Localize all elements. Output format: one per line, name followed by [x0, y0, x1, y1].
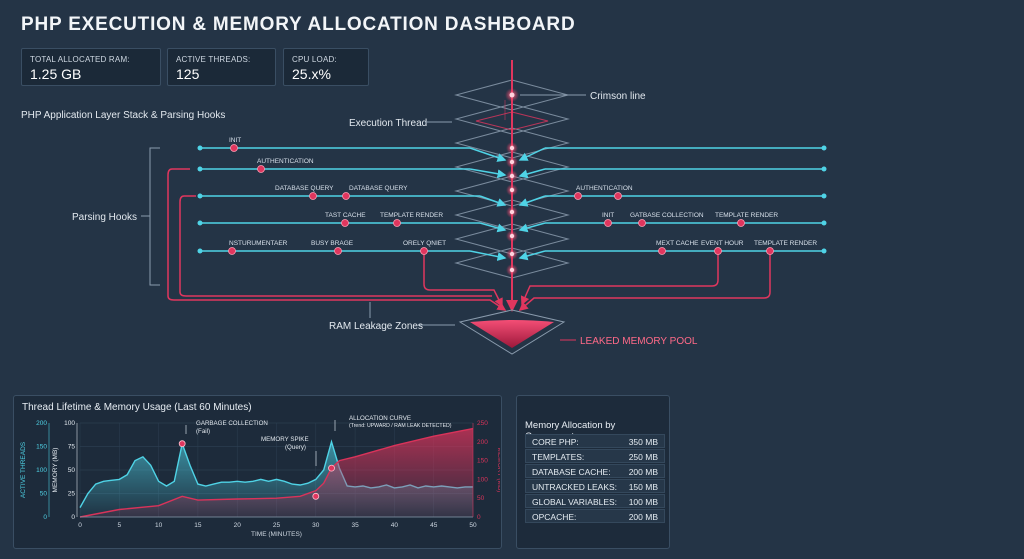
y-tick-label: 50 — [477, 495, 485, 502]
y-tick-label: 100 — [477, 476, 488, 483]
y-tick-label: 150 — [36, 444, 47, 451]
x-tick-label: 15 — [194, 522, 202, 529]
ram-leakage-label: RAM Leakage Zones — [329, 321, 423, 332]
y-tick-label: 250 — [477, 420, 488, 427]
memory-row-value: 350 MB — [628, 437, 658, 447]
x-tick-label: 10 — [155, 522, 163, 529]
stat-label: CPU LOAD: — [292, 55, 337, 64]
hook-label: GATBASE COLLECTION — [630, 212, 704, 219]
hook-label: ORELY QNIET — [403, 240, 446, 247]
thread-nodes — [505, 88, 519, 276]
annotation-sub: (Query) — [285, 444, 306, 451]
stat-value: 1.25 GB — [30, 66, 82, 82]
hook-label: AUTHENTICATION — [257, 158, 314, 165]
annotation-point — [312, 492, 320, 500]
hook-label: TEMPLATE RENDER — [715, 212, 778, 219]
x-tick-label: 50 — [469, 522, 477, 529]
x-axis-label: TIME (MINUTES) — [251, 531, 302, 538]
memory-row-label: TEMPLATES: — [532, 452, 585, 462]
hook-label: INIT — [229, 137, 241, 144]
annotation-sub: (Trend: UPWARD / RAM LEAK DETECTED) — [349, 423, 452, 429]
hook-label: TAST CACHE — [325, 212, 366, 219]
annotation-sub: (Fail) — [196, 428, 210, 435]
x-tick-label: 35 — [351, 522, 359, 529]
annotation-label: MEMORY SPIKE — [261, 436, 309, 443]
y-tick-label: 100 — [64, 420, 75, 427]
memory-row: UNTRACKED LEAKS: 150 MB — [525, 479, 665, 493]
memory-row: GLOBAL VARIABLES: 100 MB — [525, 494, 665, 508]
y-tick-label: 200 — [477, 439, 488, 446]
y-axis-label: MEMORY (MB) — [496, 448, 500, 493]
hook-label: NSTURUMENTAER — [229, 240, 288, 247]
x-tick-label: 25 — [273, 522, 281, 529]
parsing-hooks-label: Parsing Hooks — [72, 212, 137, 223]
annotation-label: GARBAGE COLLECTION — [196, 420, 268, 427]
memory-row-label: GLOBAL VARIABLES: — [532, 497, 618, 507]
memory-row: DATABASE CACHE: 200 MB — [525, 464, 665, 478]
annotation-point — [178, 440, 186, 448]
stat-card-total-ram: TOTAL ALLOCATED RAM: 1.25 GB — [21, 48, 161, 86]
y-tick-label: 200 — [36, 420, 47, 427]
memory-row: CORE PHP: 350 MB — [525, 434, 665, 448]
execution-thread-label: Execution Thread — [349, 118, 427, 129]
stat-card-cpu-load: CPU LOAD: 25.x% — [283, 48, 369, 86]
x-tick-label: 30 — [312, 522, 320, 529]
x-tick-label: 40 — [391, 522, 399, 529]
x-tick-label: 45 — [430, 522, 438, 529]
hook-label: DATABASE QUERY — [349, 185, 408, 192]
hook-label: TEMPLATE RENDER — [380, 212, 443, 219]
memory-row: TEMPLATES: 250 MB — [525, 449, 665, 463]
memory-row-label: DATABASE CACHE: — [532, 467, 611, 477]
memory-row-label: OPCACHE: — [532, 512, 577, 522]
y-tick-label: 0 — [43, 514, 47, 521]
hook-label: AUTHENTICATION — [576, 185, 633, 192]
stat-label: TOTAL ALLOCATED RAM: — [30, 55, 130, 64]
hook-label: INIT — [602, 212, 614, 219]
y-tick-label: 100 — [36, 467, 47, 474]
y-tick-label: 75 — [68, 444, 76, 451]
x-tick-label: 20 — [234, 522, 242, 529]
memory-row-value: 200 MB — [628, 467, 658, 477]
stat-value: 125 — [176, 66, 200, 82]
page-title: PHP EXECUTION & MEMORY ALLOCATION DASHBO… — [21, 14, 576, 35]
series-line — [79, 427, 474, 518]
hook-label: EVENT HOUR — [701, 240, 744, 247]
hook-label: BUSY BRAGE — [311, 240, 354, 247]
series-area — [80, 428, 473, 517]
stat-value: 25.x% — [292, 66, 331, 82]
memory-row-value: 200 MB — [628, 512, 658, 522]
memory-row-value: 150 MB — [628, 482, 658, 492]
annotation-label: ALLOCATION CURVE — [349, 415, 411, 422]
memory-row-label: CORE PHP: — [532, 437, 579, 447]
memory-row-value: 100 MB — [628, 497, 658, 507]
hook-label: TEMPLATE RENDER — [754, 240, 817, 247]
stack-section-title: PHP Application Layer Stack & Parsing Ho… — [21, 110, 226, 121]
y-axis-label: MEMORY (MB) — [52, 448, 59, 493]
y-tick-label: 0 — [477, 514, 481, 521]
y-tick-label: 25 — [68, 491, 76, 498]
chart-panel-title: Thread Lifetime & Memory Usage (Last 60 … — [22, 402, 252, 413]
y-tick-label: 50 — [40, 491, 48, 498]
x-tick-label: 0 — [78, 522, 82, 529]
leaked-pool-label: LEAKED MEMORY POOL — [580, 336, 698, 347]
hook-label: DATABASE QUERY — [275, 185, 334, 192]
memory-row-value: 250 MB — [628, 452, 658, 462]
crimson-line-label: Crimson line — [590, 91, 646, 102]
memory-allocation-panel: Memory Allocation by Component: CORE PHP… — [516, 395, 670, 549]
x-tick-label: 5 — [117, 522, 121, 529]
y-tick-label: 50 — [68, 467, 76, 474]
memory-row-label: UNTRACKED LEAKS: — [532, 482, 618, 492]
annotation-point — [328, 464, 335, 472]
leaked-memory-pool — [458, 309, 566, 355]
y-tick-label: 150 — [477, 458, 488, 465]
y-tick-label: 0 — [71, 514, 75, 521]
memory-row: OPCACHE: 200 MB — [525, 509, 665, 523]
stat-label: ACTIVE THREADS: — [176, 55, 251, 64]
stack-diagram: INIT AUTHENTICATION DATABASE QUERY DATAB… — [72, 60, 827, 355]
hook-label: MEXT CACHE — [656, 240, 699, 247]
y-axis-label: ACTIVE THREADS — [20, 441, 27, 498]
stat-card-active-threads: ACTIVE THREADS: 125 — [167, 48, 276, 86]
